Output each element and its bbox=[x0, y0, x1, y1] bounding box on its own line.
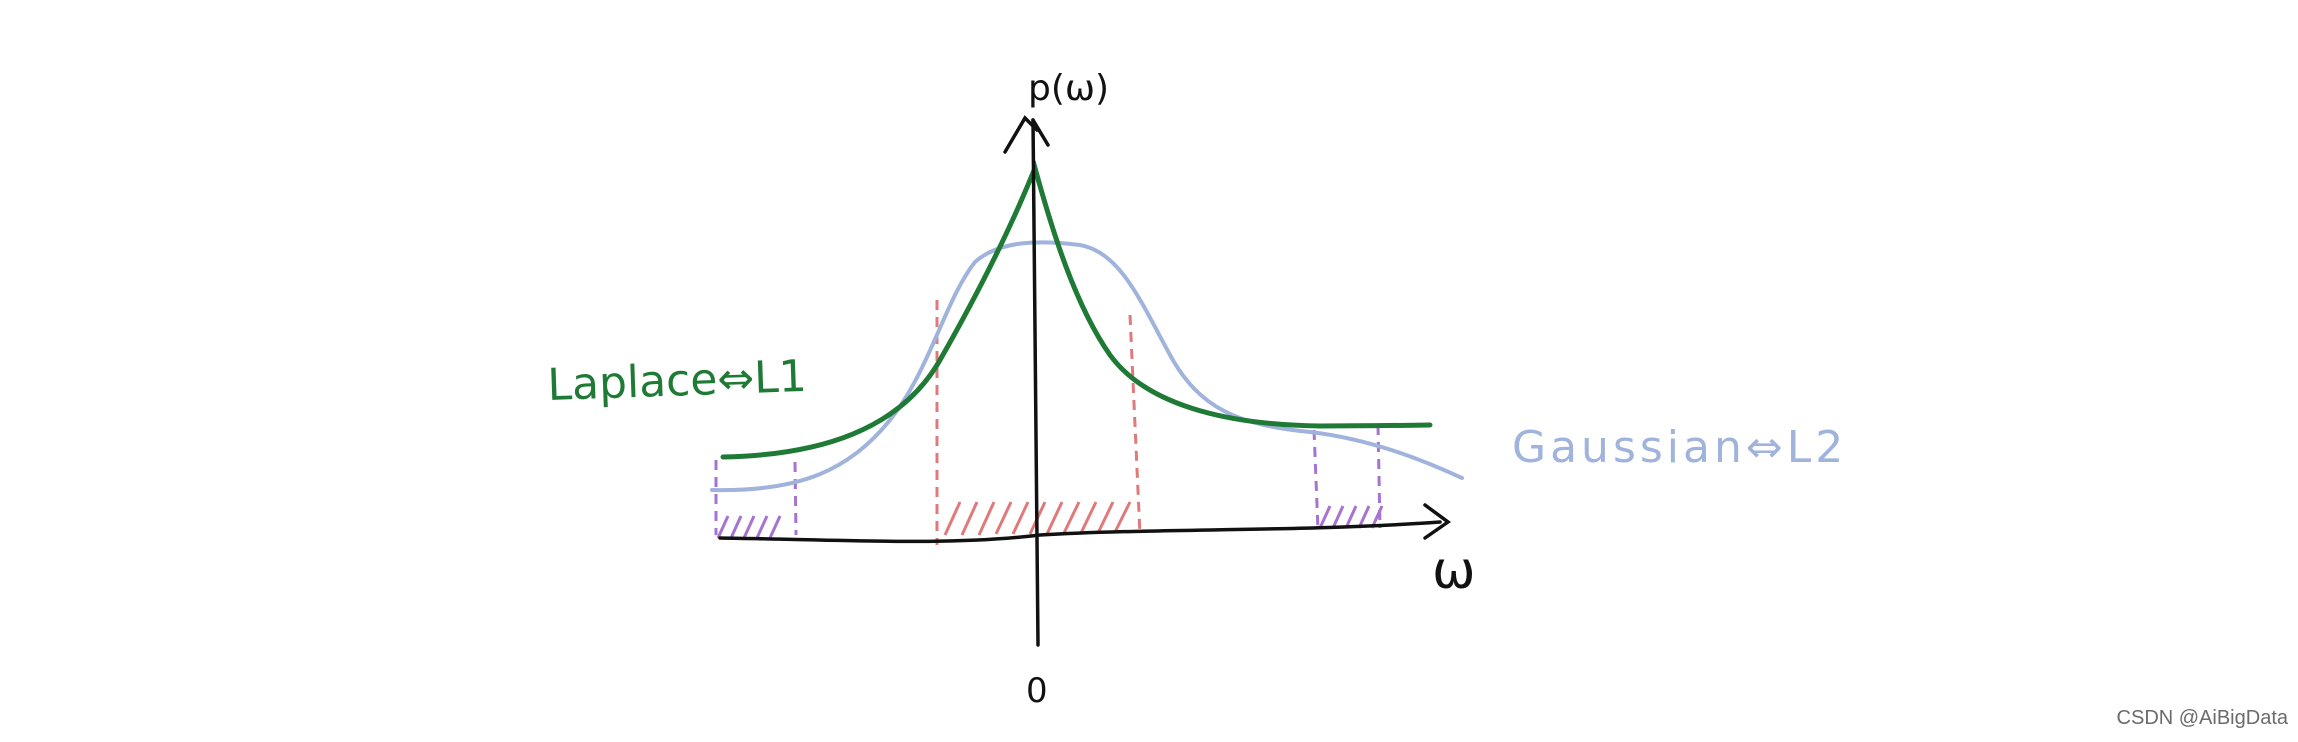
central-hatching bbox=[943, 501, 1132, 536]
left-tail-hatching bbox=[716, 515, 782, 539]
right-tail-inner-boundary bbox=[1312, 429, 1320, 531]
laplace-curve bbox=[720, 160, 1433, 460]
x-axis-arrowhead bbox=[1423, 503, 1452, 540]
axes bbox=[718, 115, 1452, 647]
y-axis-arrowhead bbox=[1003, 115, 1050, 154]
watermark: CSDN @AiBigData bbox=[2116, 707, 2288, 729]
left-tail-inner-boundary bbox=[793, 461, 798, 536]
y-axis-label: p(ω) bbox=[1028, 68, 1109, 109]
central-region bbox=[935, 300, 1142, 545]
laplace-label: Laplace⇔L1 bbox=[547, 351, 808, 411]
central-right-boundary bbox=[1128, 314, 1142, 536]
origin-label: 0 bbox=[1026, 671, 1048, 711]
y-axis bbox=[1031, 118, 1040, 647]
tail-regions bbox=[714, 424, 1384, 539]
x-axis bbox=[718, 520, 1442, 544]
x-axis-label: ω bbox=[1432, 541, 1476, 601]
gaussian-label: Gaussian⇔L2 bbox=[1512, 422, 1847, 473]
gaussian-curve bbox=[710, 240, 1464, 493]
